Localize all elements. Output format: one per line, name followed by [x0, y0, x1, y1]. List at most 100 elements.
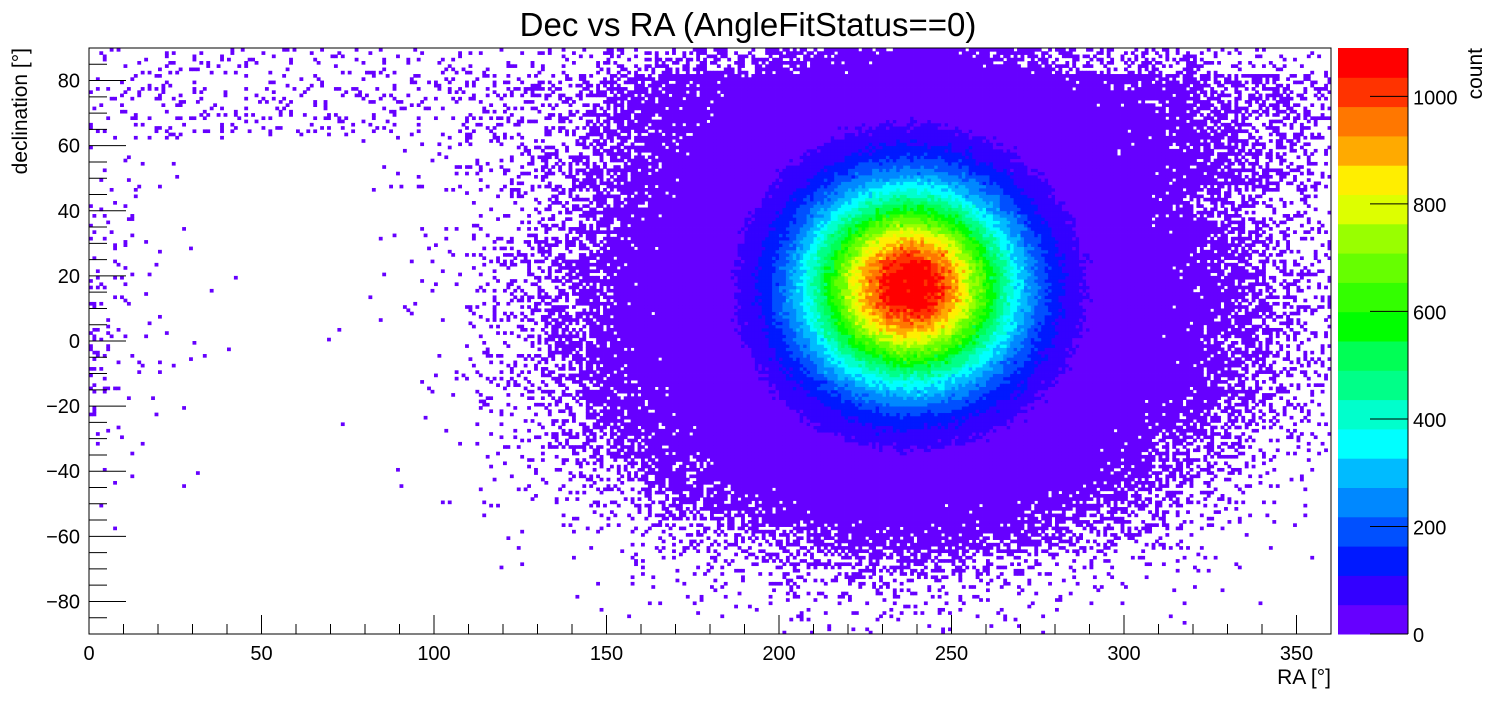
heatmap-cell	[675, 285, 680, 290]
heatmap-cell	[672, 109, 676, 114]
heatmap-cell	[647, 262, 652, 267]
heatmap-cell	[682, 132, 687, 137]
heatmap-cell	[606, 376, 611, 381]
heatmap-cell	[140, 87, 145, 91]
heatmap-cell	[616, 135, 621, 140]
heatmap-cell	[113, 386, 117, 391]
heatmap-cell	[320, 80, 324, 85]
heatmap-cell	[675, 126, 680, 130]
heatmap-cell	[641, 357, 645, 361]
heatmap-cell	[572, 197, 576, 202]
heatmap-cell	[572, 341, 576, 345]
heatmap-cell	[654, 546, 659, 550]
heatmap-cell	[585, 393, 590, 397]
heatmap-cell	[613, 269, 618, 274]
heatmap-cell	[596, 350, 600, 355]
heatmap-cell	[544, 249, 549, 254]
heatmap-cell	[609, 367, 614, 371]
heatmap-cell	[675, 393, 680, 397]
heatmap-cell	[585, 318, 590, 322]
heatmap-cell	[658, 311, 663, 316]
heatmap-cell	[606, 217, 611, 221]
heatmap-cell	[534, 494, 538, 498]
heatmap-cell	[575, 360, 580, 365]
heatmap-cell	[565, 376, 569, 381]
heatmap-cell	[592, 438, 597, 443]
heatmap-cell	[672, 269, 676, 274]
heatmap-cell	[672, 318, 676, 322]
heatmap-cell	[682, 432, 687, 436]
heatmap-cell	[675, 331, 680, 335]
heatmap-cell	[520, 370, 525, 374]
heatmap-cell	[651, 135, 656, 140]
heatmap-cell	[637, 217, 642, 221]
heatmap-cell	[658, 341, 663, 345]
heatmap-cell	[603, 383, 607, 387]
heatmap-cell	[603, 109, 607, 114]
heatmap-cell	[641, 399, 645, 404]
heatmap-cell	[561, 327, 566, 332]
heatmap-cell	[637, 266, 642, 270]
heatmap-cell	[637, 285, 642, 290]
heatmap-cell	[544, 360, 549, 365]
heatmap-cell	[544, 152, 549, 156]
heatmap-cell	[154, 126, 159, 130]
heatmap-cell	[537, 285, 542, 290]
heatmap-cell	[641, 223, 645, 228]
heatmap-cell	[523, 171, 528, 176]
heatmap-cell	[609, 243, 614, 247]
heatmap-cell	[682, 487, 687, 492]
heatmap-cell	[378, 96, 383, 101]
heatmap-cell	[561, 187, 566, 192]
heatmap-cell	[661, 327, 666, 332]
heatmap-cell	[665, 93, 669, 98]
heatmap-cell	[641, 87, 645, 91]
heatmap-cell	[627, 363, 632, 368]
heatmap-cell	[582, 142, 587, 147]
heatmap-cell	[647, 419, 652, 423]
heatmap-cell	[644, 77, 649, 81]
heatmap-cell	[623, 80, 628, 85]
heatmap-cell	[609, 269, 614, 274]
heatmap-cell	[565, 393, 569, 397]
heatmap-cell	[668, 513, 673, 518]
heatmap-cell	[647, 370, 652, 374]
heatmap-cell	[668, 67, 673, 72]
heatmap-cell	[658, 334, 663, 339]
heatmap-cell	[589, 438, 594, 443]
heatmap-cell	[654, 87, 659, 91]
heatmap-cell	[647, 441, 652, 446]
heatmap-cell	[568, 210, 573, 215]
heatmap-cell	[599, 191, 604, 195]
heatmap-cell	[675, 305, 680, 309]
heatmap-cell	[609, 279, 614, 283]
heatmap-cell	[630, 142, 635, 147]
heatmap-cell	[544, 145, 549, 150]
heatmap-cell	[527, 438, 531, 443]
heatmap-cell	[554, 236, 559, 241]
heatmap-cell	[630, 461, 635, 466]
heatmap-cell	[230, 129, 235, 134]
heatmap-cell	[654, 341, 659, 345]
heatmap-cell	[661, 500, 666, 505]
heatmap-cell	[509, 262, 514, 267]
heatmap-cell	[668, 214, 673, 218]
heatmap-cell	[313, 129, 318, 134]
heatmap-cell	[544, 389, 549, 394]
heatmap-cell	[609, 152, 614, 156]
heatmap-cell	[592, 243, 597, 247]
heatmap-cell	[499, 376, 504, 381]
heatmap-cell	[585, 266, 590, 270]
heatmap-cell	[641, 243, 645, 247]
heatmap-cell	[582, 204, 587, 208]
heatmap-cell	[520, 529, 525, 534]
heatmap-cell	[482, 288, 487, 293]
heatmap-cell	[544, 171, 549, 176]
heatmap-cell	[592, 435, 597, 440]
heatmap-cell	[582, 288, 587, 293]
heatmap-cell	[651, 204, 656, 208]
heatmap-cell	[651, 415, 656, 420]
heatmap-cell	[596, 87, 600, 91]
heatmap-cell	[547, 275, 552, 280]
heatmap-cell	[478, 178, 483, 182]
